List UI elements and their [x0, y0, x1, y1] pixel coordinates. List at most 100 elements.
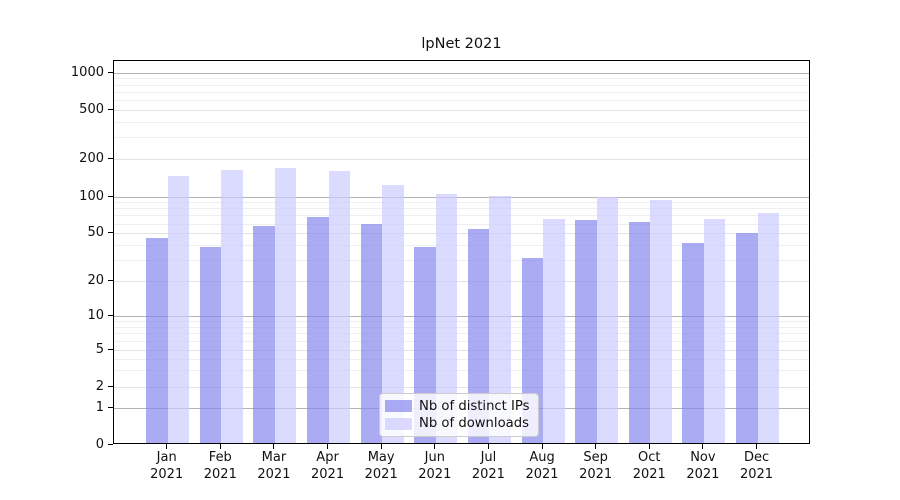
- bar-downloads: [221, 170, 243, 443]
- x-tick-label: Oct 2021: [632, 450, 666, 482]
- y-tick-label: 0: [95, 436, 104, 452]
- bar-distinct-ips: [307, 216, 329, 443]
- gridline: [114, 158, 809, 160]
- y-tick-label: 1000: [70, 64, 104, 80]
- gridline: [114, 349, 809, 351]
- legend-label: Nb of downloads: [419, 416, 529, 432]
- y-tick-label: 10: [87, 308, 104, 324]
- gridline: [114, 223, 809, 225]
- gridline: [114, 91, 809, 93]
- gridline: [114, 78, 809, 80]
- bar-downloads: [328, 171, 351, 443]
- x-tick-mark: [380, 444, 382, 449]
- x-tick-mark: [219, 444, 221, 449]
- bar-distinct-ips: [575, 219, 597, 443]
- bar-downloads: [757, 212, 780, 443]
- legend-label: Nb of distinct IPs: [419, 398, 530, 414]
- y-tick-mark: [108, 443, 113, 445]
- gridline: [114, 370, 809, 372]
- gridline: [114, 316, 809, 318]
- x-tick-label: Mar 2021: [257, 450, 291, 482]
- bar-distinct-ips: [253, 225, 275, 443]
- bar-downloads: [382, 184, 404, 443]
- legend: Nb of distinct IPs Nb of downloads: [379, 393, 539, 437]
- y-tick-mark: [108, 315, 113, 317]
- x-tick-mark: [756, 444, 758, 449]
- y-tick-mark: [108, 195, 113, 197]
- x-tick-mark: [166, 444, 168, 449]
- gridline: [114, 99, 809, 101]
- x-tick-label: Jan 2021: [150, 450, 184, 482]
- y-tick-label: 200: [79, 150, 104, 166]
- y-tick-label: 500: [79, 101, 104, 117]
- gridline: [114, 233, 809, 235]
- x-tick-label: Nov 2021: [686, 450, 720, 482]
- legend-swatch-downloads: [385, 417, 412, 430]
- bar-distinct-ips: [199, 246, 222, 443]
- legend-item: Nb of downloads: [385, 416, 530, 433]
- bar-distinct-ips: [360, 224, 383, 443]
- x-tick-label: Jun 2021: [418, 450, 452, 482]
- bar-downloads: [703, 219, 726, 443]
- y-tick-label: 50: [87, 225, 104, 241]
- bar-downloads: [596, 197, 619, 443]
- plot-area: [113, 60, 810, 444]
- gridline: [114, 244, 809, 246]
- y-tick-mark: [108, 279, 113, 281]
- y-tick-label: 5: [95, 341, 104, 357]
- x-tick-mark: [273, 444, 275, 449]
- bar-distinct-ips: [736, 232, 758, 443]
- gridline: [114, 333, 809, 335]
- bar-distinct-ips: [146, 238, 168, 443]
- bar-downloads: [274, 168, 297, 443]
- bar-downloads: [543, 219, 565, 443]
- x-tick-label: Jul 2021: [471, 450, 505, 482]
- y-tick-label: 2: [95, 378, 104, 394]
- gridline: [114, 215, 809, 217]
- gridline: [114, 386, 809, 388]
- chart-title: lpNet 2021: [421, 36, 502, 52]
- gridline: [114, 84, 809, 86]
- legend-swatch-distinct-ips: [385, 400, 412, 413]
- gridline: [114, 208, 809, 210]
- gridline: [114, 321, 809, 323]
- bar-downloads: [650, 199, 672, 443]
- y-tick-mark: [108, 157, 113, 159]
- x-tick-label: Aug 2021: [525, 450, 559, 482]
- gridline: [114, 280, 809, 282]
- bar-downloads: [167, 176, 190, 443]
- gridline: [114, 196, 809, 198]
- gridline: [114, 121, 809, 123]
- gridline: [114, 259, 809, 261]
- x-tick-mark: [702, 444, 704, 449]
- x-tick-label: Apr 2021: [311, 450, 345, 482]
- gridline: [114, 137, 809, 139]
- x-tick-mark: [648, 444, 650, 449]
- gridline: [114, 358, 809, 360]
- y-tick-mark: [108, 232, 113, 234]
- gridline: [114, 109, 809, 111]
- x-tick-label: Sep 2021: [579, 450, 613, 482]
- x-tick-mark: [487, 444, 489, 449]
- y-tick-mark: [108, 348, 113, 350]
- gridline: [114, 202, 809, 204]
- y-tick-mark: [108, 385, 113, 387]
- x-tick-mark: [595, 444, 597, 449]
- x-tick-mark: [541, 444, 543, 449]
- gridline: [114, 327, 809, 329]
- gridline: [114, 340, 809, 342]
- x-tick-label: May 2021: [364, 450, 398, 482]
- y-tick-label: 100: [79, 188, 104, 204]
- y-tick-mark: [108, 71, 113, 73]
- bar-downloads: [489, 196, 511, 443]
- x-tick-label: Dec 2021: [739, 450, 774, 482]
- y-tick-mark: [108, 407, 113, 409]
- x-tick-mark: [434, 444, 436, 449]
- x-tick-mark: [327, 444, 329, 449]
- bar-downloads: [435, 193, 458, 443]
- legend-item: Nb of distinct IPs: [385, 398, 530, 415]
- y-tick-label: 1: [95, 400, 104, 416]
- bar-distinct-ips: [682, 242, 704, 443]
- bar-distinct-ips: [628, 222, 651, 443]
